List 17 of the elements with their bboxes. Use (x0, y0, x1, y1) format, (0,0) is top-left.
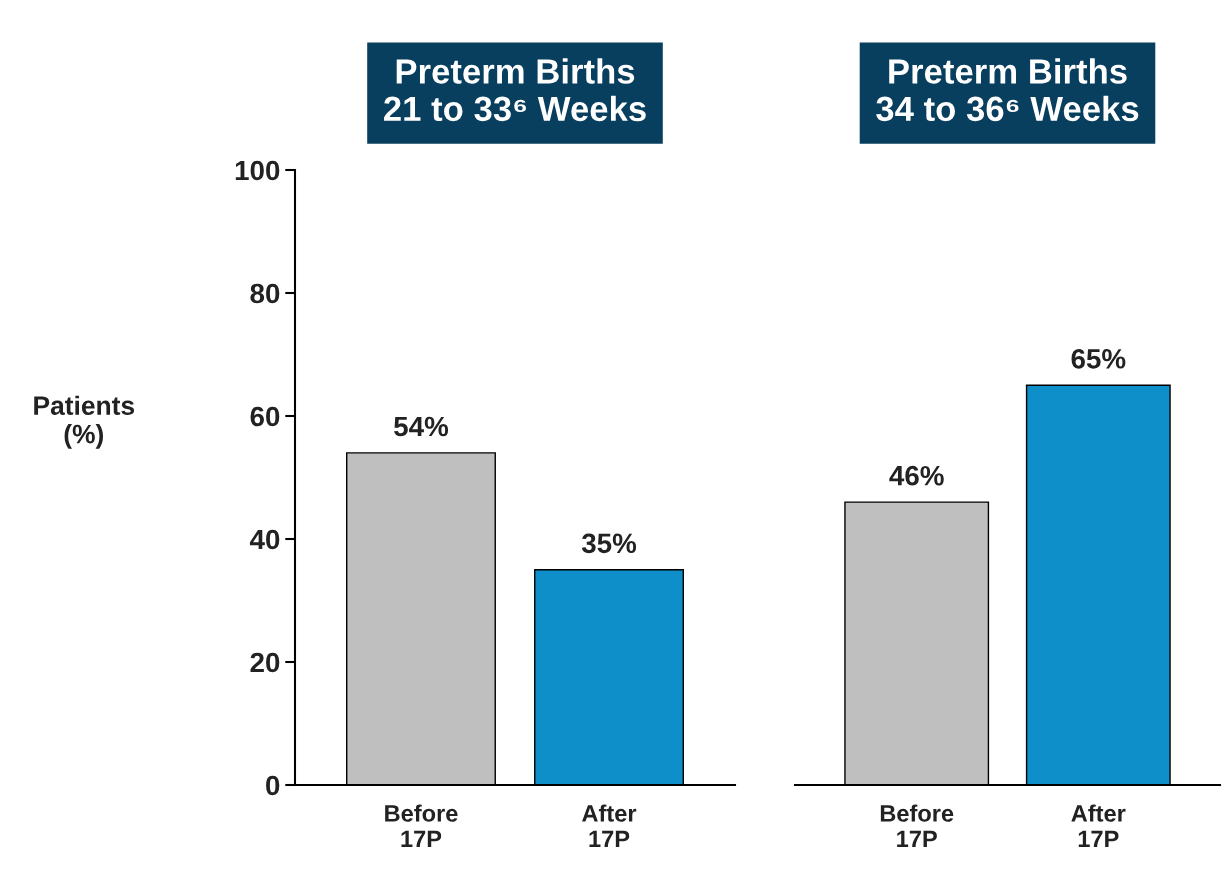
y-tick-label: 60 (250, 406, 280, 427)
chart-title: Preterm Births 21 to 33⁶ Weeks (384, 58, 646, 122)
data-label: 46% (889, 465, 944, 486)
x-tick-label: Before 17P (880, 804, 954, 847)
data-label: 35% (581, 533, 637, 554)
chart-title: Preterm Births 34 to 36⁶ Weeks (876, 58, 1139, 122)
y-tick-label: 40 (249, 529, 280, 550)
y-tick-label: 0 (266, 775, 280, 796)
y-axis-title: Patients (%) (34, 395, 135, 449)
y-tick-label: 80 (250, 283, 280, 304)
y-tick-label: 20 (250, 652, 280, 673)
x-tick-label: After 17P (582, 804, 637, 847)
y-tick-label: 100 (235, 160, 280, 181)
data-label: 65% (1071, 348, 1126, 369)
x-tick-label: Before 17P (385, 804, 458, 847)
x-tick-label: After 17P (1071, 804, 1126, 847)
data-label: 54% (394, 416, 449, 437)
